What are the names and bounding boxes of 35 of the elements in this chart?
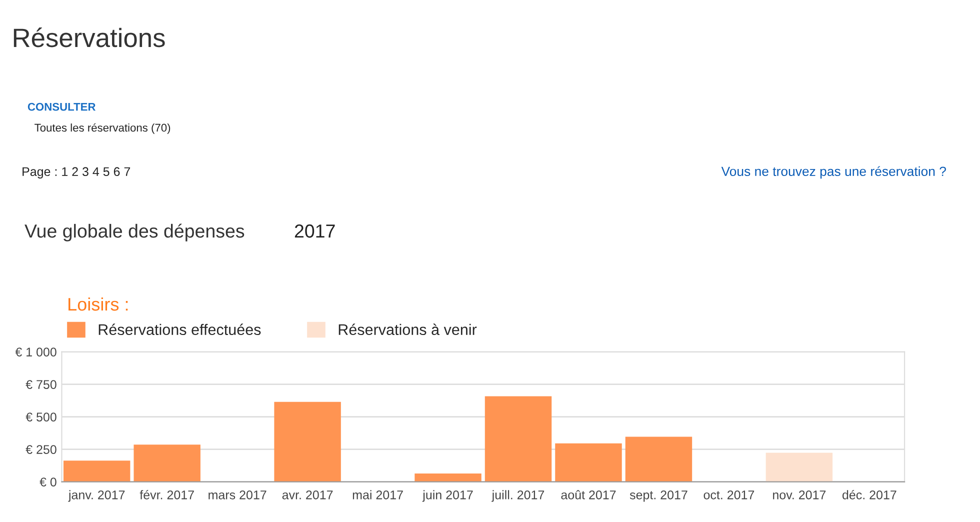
x-tick-label: juill. 2017 <box>492 490 544 502</box>
text: 2017 <box>294 224 335 238</box>
y-tick-label: € 500 <box>26 412 56 422</box>
x-tick-label: mai 2017 <box>352 490 403 500</box>
y-tick-label: € 1 000 <box>15 348 56 356</box>
x-tick-label: janv. 2017 <box>68 490 125 502</box>
legend-label: Réservations effectuées <box>98 324 261 336</box>
x-tick-label: févr. 2017 <box>140 490 194 500</box>
y-tick-label: € 750 <box>26 380 56 389</box>
text: Vue globale des dépenses <box>24 224 244 242</box>
x-tick-label: mars 2017 <box>208 490 266 500</box>
text: Vous ne trouvez pas une réservation ? <box>721 166 946 179</box>
x-tick-label: avr. 2017 <box>282 490 333 500</box>
bar <box>625 436 692 482</box>
bar <box>555 443 622 482</box>
bar <box>63 460 130 482</box>
y-tick-label: € 250 <box>26 445 56 454</box>
bar <box>274 402 341 482</box>
x-tick-label: juin 2017 <box>422 490 473 502</box>
legend-title: Loisirs : <box>68 297 128 311</box>
x-tick-label: sept. 2017 <box>630 490 688 502</box>
bar <box>414 473 482 482</box>
text: Toutes les réservations (70) <box>34 123 170 134</box>
text: CONSULTER <box>28 102 96 111</box>
text: Page : 1 2 3 4 5 6 7 <box>22 167 130 179</box>
x-tick-label: oct. 2017 <box>704 490 754 500</box>
bar <box>134 444 200 482</box>
x-tick-label: déc. 2017 <box>842 490 896 500</box>
x-tick-label: nov. 2017 <box>773 490 826 500</box>
y-tick-label: € 0 <box>40 478 56 486</box>
legend-label: Réservations à venir <box>338 324 477 336</box>
chart-title: Réservations <box>14 28 165 48</box>
x-tick-label: août 2017 <box>561 490 616 500</box>
bar <box>484 396 552 482</box>
bar <box>766 452 833 482</box>
